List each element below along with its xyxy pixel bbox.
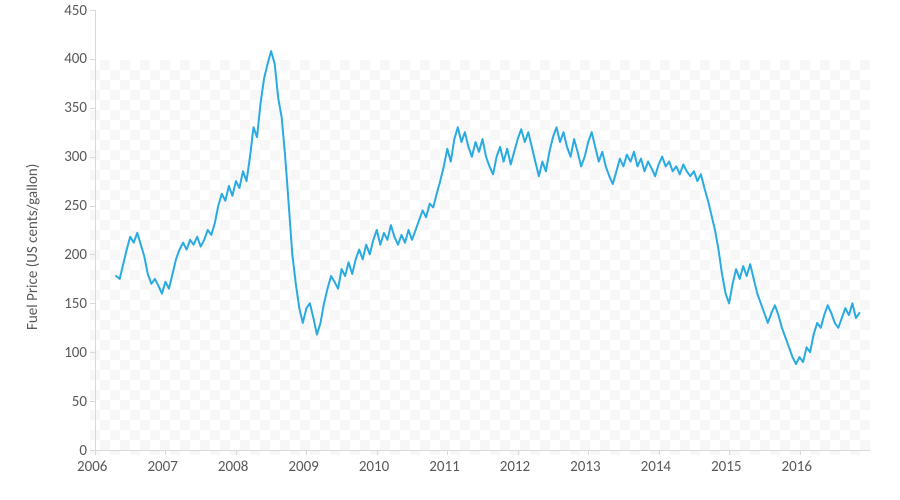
line-series [0,0,900,500]
fuel-price-chart: Fuel Price (US cents/gallon) 05010015020… [0,0,900,500]
